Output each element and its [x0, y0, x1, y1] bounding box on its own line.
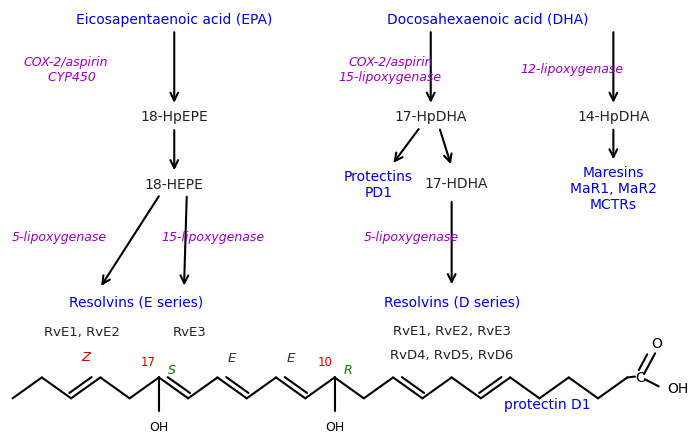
Text: S: S — [168, 363, 176, 376]
Text: 12-lipoxygenase: 12-lipoxygenase — [520, 63, 623, 76]
Text: C: C — [635, 371, 645, 385]
Text: 18-HEPE: 18-HEPE — [145, 178, 204, 191]
Text: COX-2/aspirin
   CYP450: COX-2/aspirin CYP450 — [24, 56, 109, 83]
Text: OH: OH — [668, 381, 689, 395]
Text: 15-lipoxygenase: 15-lipoxygenase — [161, 230, 264, 243]
Text: Resolvins (D series): Resolvins (D series) — [383, 295, 520, 309]
Text: Protectins
PD1: Protectins PD1 — [344, 169, 413, 200]
Text: Eicosapentaenoic acid (EPA): Eicosapentaenoic acid (EPA) — [76, 13, 273, 26]
Text: R: R — [344, 363, 352, 376]
Text: 5-lipoxygenase: 5-lipoxygenase — [364, 230, 459, 243]
Text: E: E — [228, 352, 236, 365]
Text: Docosahexaenoic acid (DHA): Docosahexaenoic acid (DHA) — [387, 13, 589, 26]
Text: protectin D1: protectin D1 — [504, 398, 590, 411]
Text: E: E — [286, 352, 295, 365]
Text: RvE1, RvE2: RvE1, RvE2 — [45, 326, 120, 339]
Text: OH: OH — [325, 420, 344, 433]
Text: RvE1, RvE2, RvE3: RvE1, RvE2, RvE3 — [392, 324, 511, 337]
Text: 10: 10 — [318, 355, 333, 368]
Text: 14-HpDHA: 14-HpDHA — [577, 110, 650, 124]
Text: O: O — [651, 336, 662, 350]
Text: 17-HpDHA: 17-HpDHA — [395, 110, 467, 124]
Text: 17: 17 — [141, 355, 156, 368]
Text: Maresins
MaR1, MaR2
MCTRs: Maresins MaR1, MaR2 MCTRs — [570, 166, 657, 212]
Text: RvD4, RvD5, RvD6: RvD4, RvD5, RvD6 — [390, 348, 514, 361]
Text: COX-2/aspirin
15-lipoxygenase: COX-2/aspirin 15-lipoxygenase — [339, 56, 442, 83]
Text: 18-HpEPE: 18-HpEPE — [140, 110, 208, 124]
Text: 5-lipoxygenase: 5-lipoxygenase — [12, 230, 107, 243]
Text: Z: Z — [81, 350, 91, 363]
Text: RvE3: RvE3 — [173, 326, 206, 339]
Text: OH: OH — [149, 420, 169, 433]
Text: Resolvins (E series): Resolvins (E series) — [69, 295, 203, 309]
Text: 17-HDHA: 17-HDHA — [424, 176, 489, 190]
